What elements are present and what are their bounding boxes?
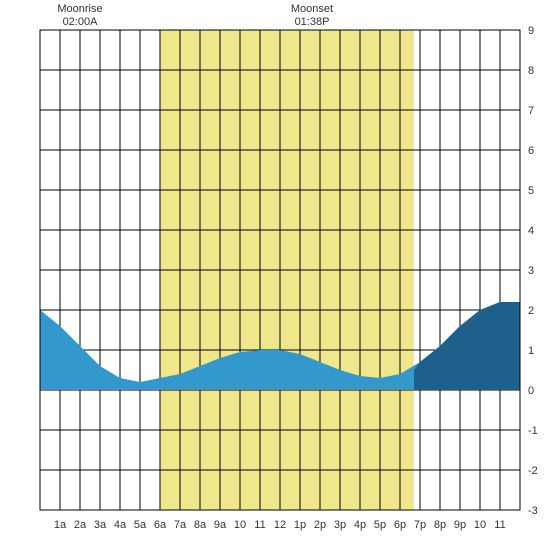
x-tick-label: 8p [434,519,446,531]
y-tick-label: 7 [528,105,534,117]
tide-chart: -3-2-101234567891a2a3a4a5a6a7a8a9a101112… [0,0,550,550]
annotation-value-moonset: 01:38P [295,16,330,28]
y-tick-label: 9 [528,25,534,37]
y-tick-label: 3 [528,265,534,277]
x-tick-label: 6p [394,519,406,531]
annotation-label-moonset: Moonset [291,3,333,15]
y-tick-label: 2 [528,305,534,317]
x-tick-label: 7p [414,519,426,531]
x-tick-label: 4a [114,519,127,531]
x-tick-label: 3a [94,519,107,531]
y-tick-label: 5 [528,185,534,197]
x-tick-label: 2a [74,519,87,531]
x-tick-label: 5a [134,519,147,531]
y-tick-label: -3 [528,505,538,517]
x-tick-label: 11 [254,519,265,531]
x-tick-label: 4p [354,519,366,531]
y-tick-label: 8 [528,65,534,77]
chart-svg: -3-2-101234567891a2a3a4a5a6a7a8a9a101112… [0,0,550,550]
y-tick-label: 6 [528,145,534,157]
annotation-label-moonrise: Moonrise [57,3,102,15]
x-tick-label: 10 [234,519,246,531]
x-tick-label: 1p [294,519,306,531]
x-tick-label: 11 [494,519,505,531]
x-tick-label: 12 [274,519,286,531]
y-tick-label: 4 [528,225,534,237]
x-tick-label: 8a [194,519,207,531]
x-tick-label: 1a [54,519,67,531]
y-tick-label: 0 [528,385,534,397]
y-tick-label: -2 [528,465,538,477]
x-tick-label: 10 [474,519,486,531]
x-tick-label: 7a [174,519,187,531]
x-tick-label: 9p [454,519,466,531]
y-tick-label: -1 [528,425,538,437]
x-tick-label: 2p [314,519,326,531]
y-tick-label: 1 [528,345,534,357]
x-tick-label: 9a [214,519,227,531]
annotation-value-moonrise: 02:00A [63,16,99,28]
x-tick-label: 6a [154,519,167,531]
x-tick-label: 5p [374,519,386,531]
x-tick-label: 3p [334,519,346,531]
